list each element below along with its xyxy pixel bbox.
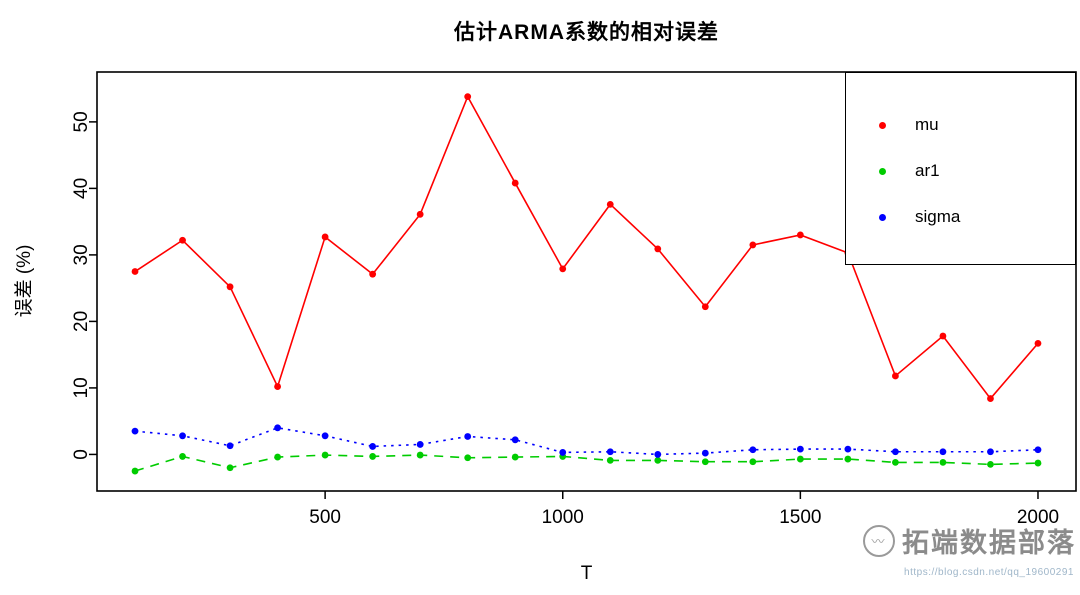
svg-text:10: 10 [71,377,92,398]
svg-text:2000: 2000 [1017,507,1059,528]
svg-text:50: 50 [71,111,92,132]
watermark-url: https://blog.csdn.net/qq_19600291 [904,567,1074,578]
svg-text:0: 0 [71,449,92,460]
svg-text:1500: 1500 [779,507,821,528]
legend: mu ar1 sigma [845,72,1076,265]
legend-item-mu: mu [846,102,1075,148]
legend-label-ar1: ar1 [915,161,940,180]
tuoduan-logo-icon: 〰 [863,524,895,557]
chart-title: 估计ARMA系数的相对误差 [454,21,719,44]
legend-marker-ar1 [879,167,886,175]
svg-text:40: 40 [71,178,92,199]
svg-text:20: 20 [71,311,92,332]
legend-label-mu: mu [915,115,939,134]
svg-text:500: 500 [309,507,341,528]
legend-item-sigma: sigma [846,194,1075,240]
svg-text:1000: 1000 [542,507,584,528]
watermark: 〰 拓端数据部落 [863,521,1076,560]
watermark-text: 拓端数据部落 [902,528,1076,558]
legend-label-sigma: sigma [915,207,961,226]
svg-text:30: 30 [71,244,92,265]
legend-item-ar1: ar1 [846,148,1075,194]
x-axis-label: T [580,563,593,584]
legend-marker-sigma [879,213,886,221]
legend-marker-mu [879,121,886,129]
